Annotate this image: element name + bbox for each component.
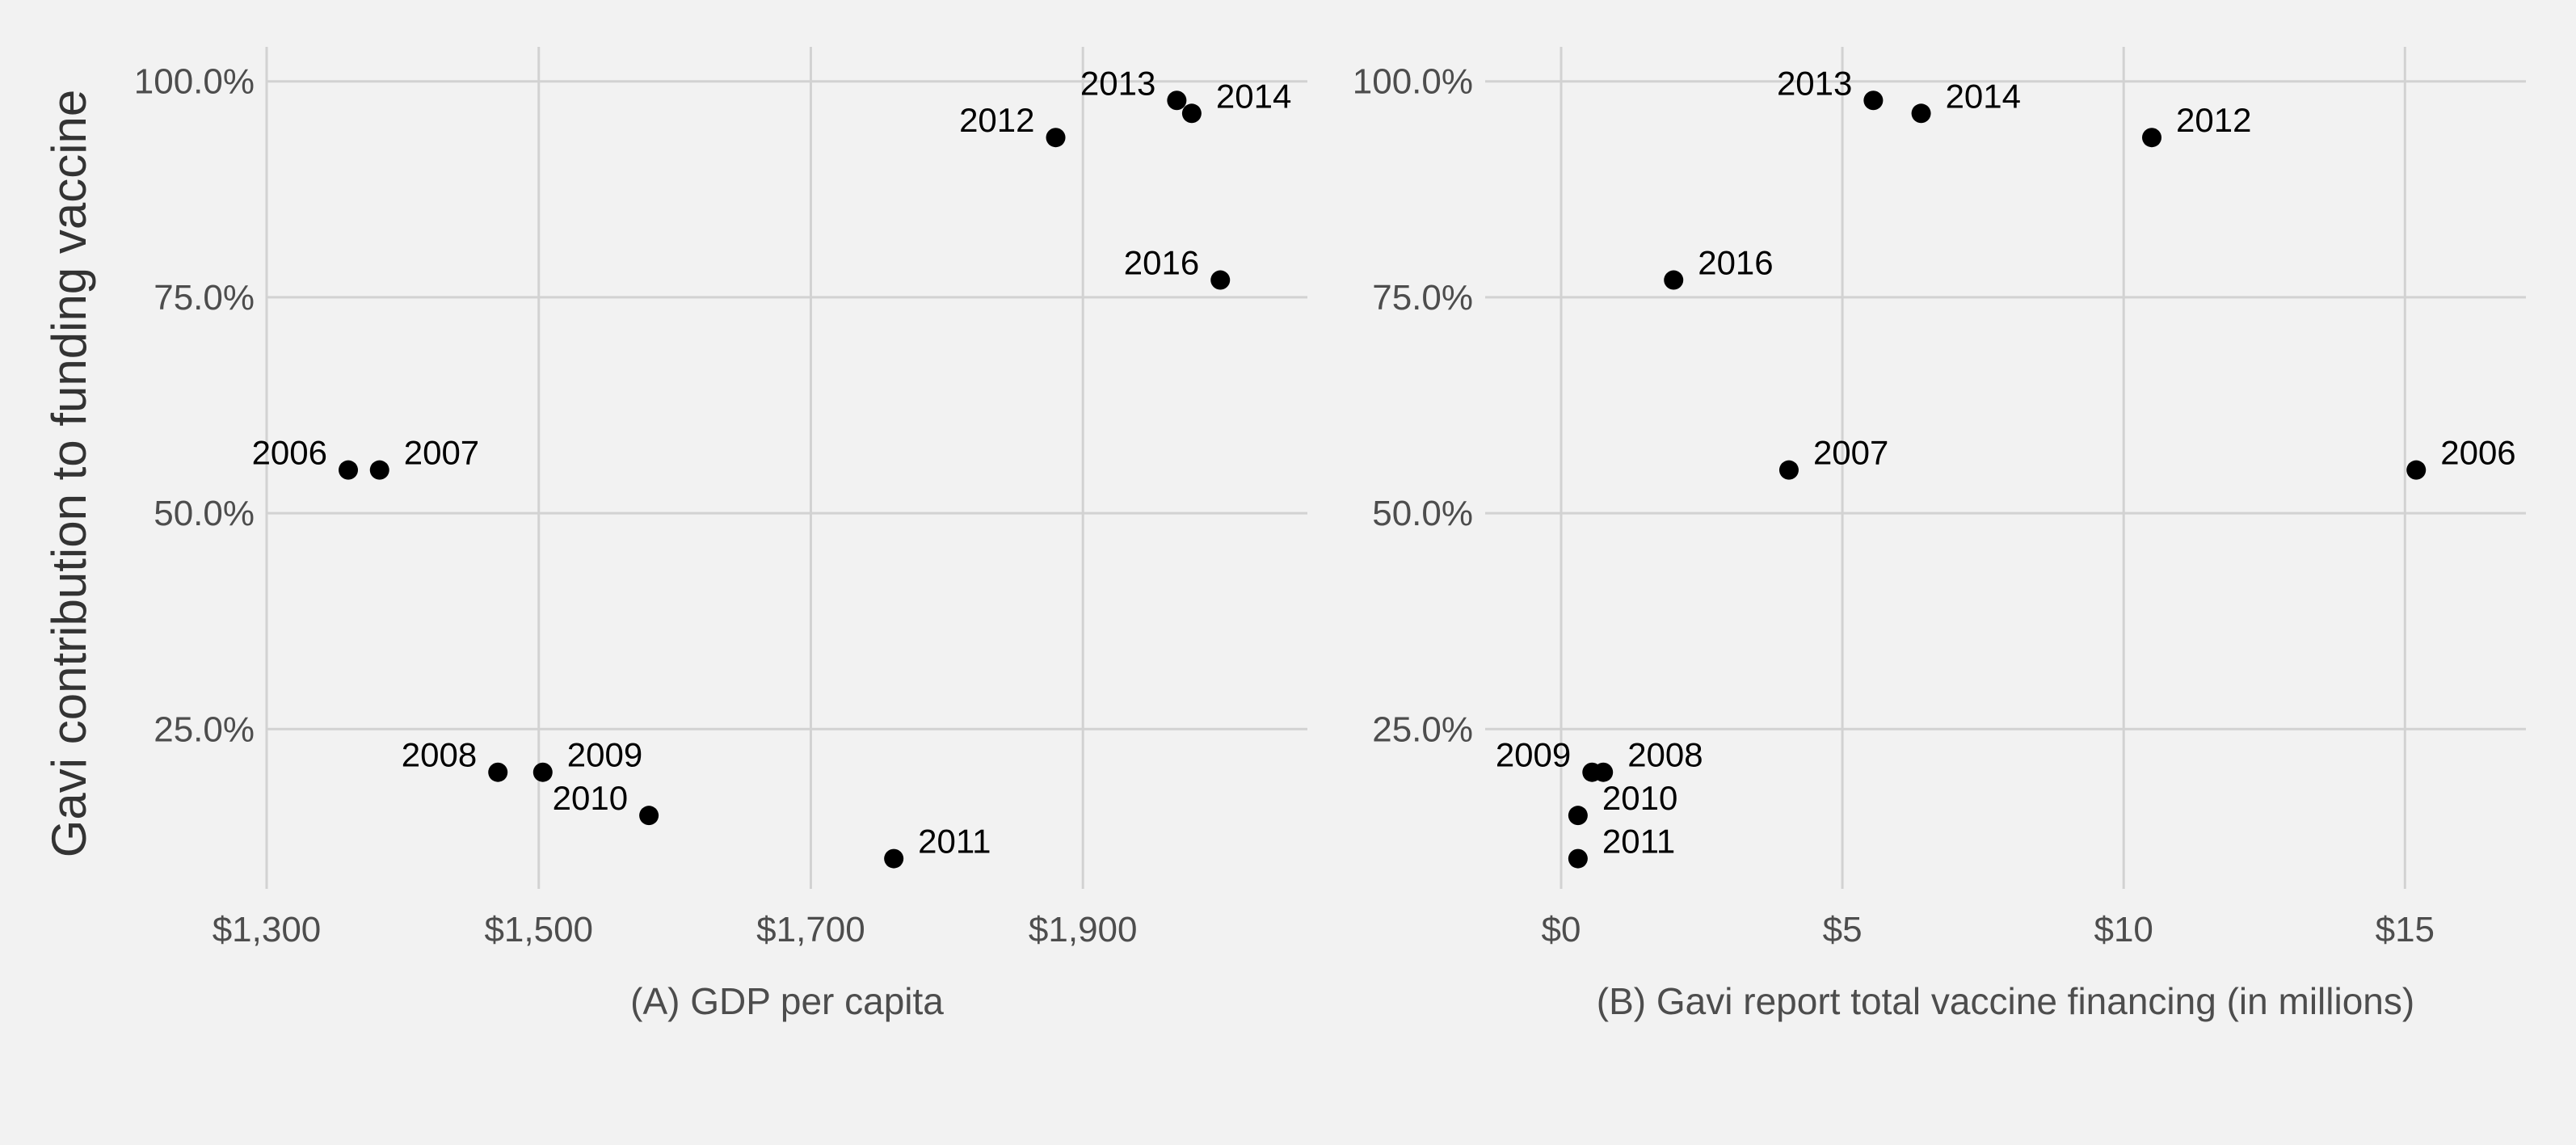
data-point-label: 2014 [1216, 77, 1291, 115]
x-tick-label: $1,300 [213, 910, 322, 949]
data-point [1911, 103, 1931, 124]
panel-b-vaccine-financing: $0 $5 $10 $15 25.0% 50.0% 75.0% 100.0% (B) Gavi … [1353, 47, 2526, 1022]
data-point [339, 460, 359, 480]
data-point-label: 2010 [1602, 779, 1677, 817]
data-point [2142, 128, 2162, 148]
data-point-label: 2008 [402, 736, 477, 774]
y-tick-label: 25.0% [1372, 709, 1473, 749]
x-axis-title: (A) GDP per capita [630, 980, 944, 1022]
x-tick-label: $1,500 [484, 910, 593, 949]
y-tick-label: 25.0% [154, 709, 255, 749]
data-point [369, 460, 389, 480]
data-point-label: 2008 [1627, 736, 1703, 774]
data-point-label: 2014 [1946, 77, 2021, 115]
data-point [1863, 91, 1884, 111]
y-tick-label: 100.0% [134, 62, 255, 102]
data-point [1568, 806, 1588, 826]
data-point-label: 2010 [553, 779, 628, 817]
y-tick-label: 50.0% [1372, 494, 1473, 533]
data-point-label: 2011 [918, 823, 991, 861]
data-point-label: 2012 [2176, 101, 2251, 139]
panel-a-gdp-per-capita: $1,300 $1,500 $1,700 $1,900 25.0% 50.0% 75.0% 1… [134, 47, 1307, 1022]
x-tick-label: $0 [1542, 910, 1581, 949]
data-point-label: 2006 [252, 434, 327, 472]
data-point-label: 2013 [1777, 64, 1852, 102]
x-tick-label: $5 [1823, 910, 1863, 949]
data-point-label: 2009 [567, 736, 642, 774]
y-tick-label: 50.0% [154, 494, 255, 533]
data-point [1568, 848, 1588, 869]
data-point-label: 2007 [404, 434, 479, 472]
x-tick-label: $10 [2094, 910, 2153, 949]
data-point [488, 762, 508, 782]
data-point-label: 2009 [1496, 736, 1571, 774]
y-tick-label: 100.0% [1353, 62, 1473, 102]
data-point-label: 2011 [1602, 823, 1675, 861]
data-point-label: 2006 [2440, 434, 2515, 472]
data-point-label: 2012 [959, 101, 1034, 139]
x-tick-label: $1,700 [756, 910, 865, 949]
x-tick-label: $15 [2376, 910, 2435, 949]
data-point-label: 2016 [1124, 244, 1199, 282]
data-point-label: 2007 [1813, 434, 1888, 472]
x-tick-label: $1,900 [1029, 910, 1138, 949]
y-tick-label: 75.0% [1372, 278, 1473, 318]
data-point [639, 806, 659, 826]
data-point [1778, 460, 1799, 480]
y-tick-label: 75.0% [154, 278, 255, 318]
data-point [1210, 270, 1231, 290]
x-axis-title: (B) Gavi report total vaccine financing … [1597, 980, 2414, 1022]
data-point [1167, 91, 1187, 111]
data-point-label: 2013 [1080, 64, 1155, 102]
data-point [532, 762, 553, 782]
data-point [1181, 103, 1202, 124]
data-point [2406, 460, 2427, 480]
data-point [1582, 762, 1602, 782]
data-point [1046, 128, 1066, 148]
y-axis-title: Gavi contribution to funding vaccine [42, 90, 96, 858]
data-point-label: 2016 [1698, 244, 1773, 282]
data-point [884, 848, 904, 869]
data-point [1664, 270, 1684, 290]
